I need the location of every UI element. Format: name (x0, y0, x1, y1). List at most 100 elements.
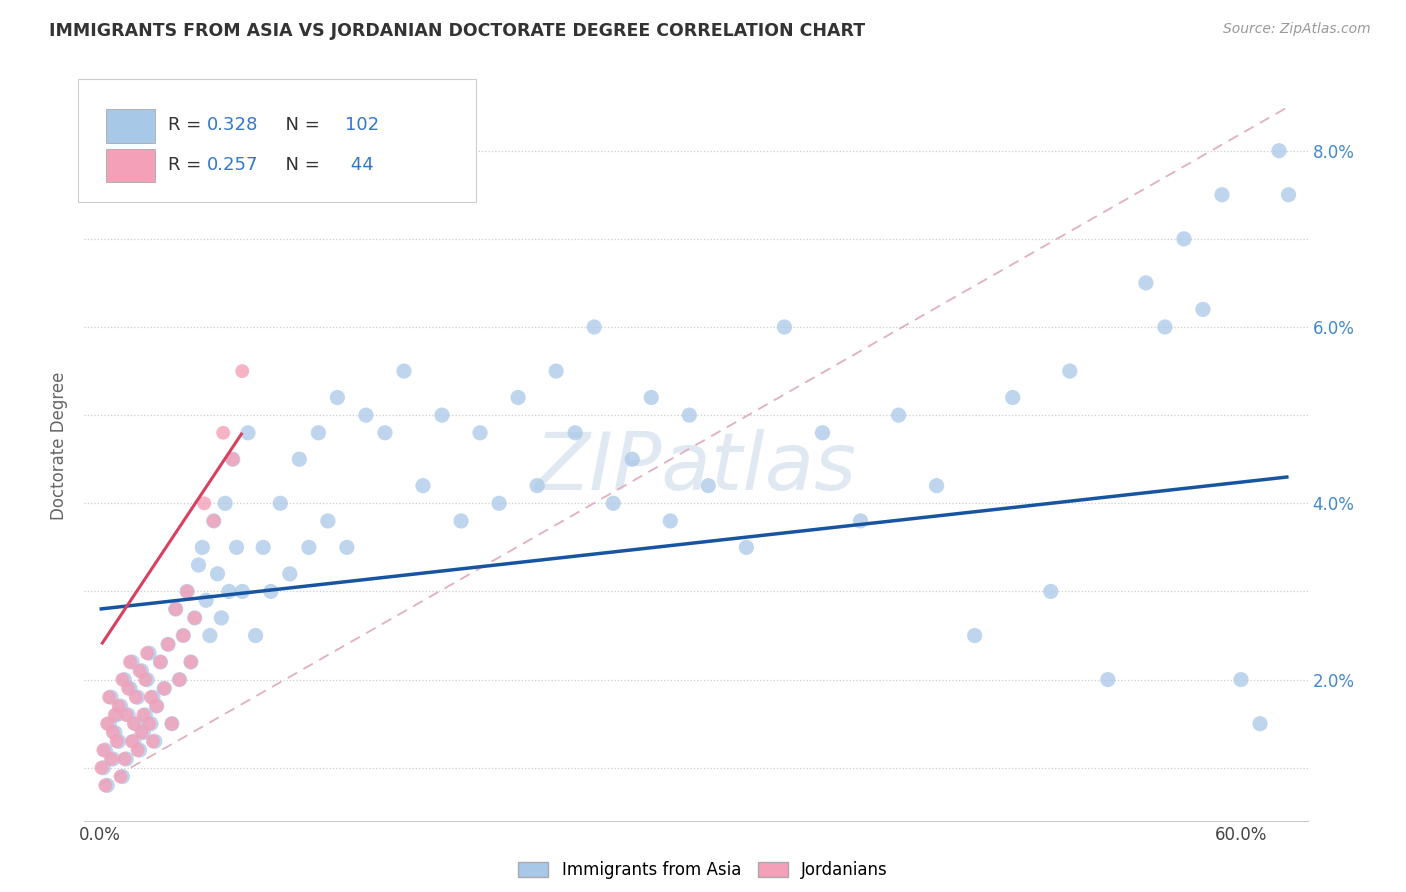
Point (115, 707, 138, 722)
Point (176, 584, 198, 599)
Point (430, 408, 453, 422)
Point (887, 408, 910, 422)
Point (96, 778, 118, 792)
Point (1059, 364, 1081, 378)
Point (180, 655, 202, 669)
Legend: Immigrants from Asia, Jordanians: Immigrants from Asia, Jordanians (519, 861, 887, 880)
Point (1268, 144, 1291, 158)
Point (1230, 673, 1253, 687)
Y-axis label: Doctorate Degree: Doctorate Degree (51, 372, 69, 520)
Point (659, 514, 682, 528)
Point (111, 673, 134, 687)
Point (1001, 391, 1024, 405)
Point (100, 752, 122, 766)
Point (288, 452, 311, 467)
Point (697, 478, 720, 492)
Point (735, 541, 758, 555)
Point (138, 646, 160, 660)
Point (252, 541, 274, 555)
Point (112, 673, 135, 687)
Point (925, 478, 948, 492)
Point (142, 734, 165, 748)
Point (222, 452, 245, 467)
Point (546, 364, 568, 378)
Text: 0.257: 0.257 (207, 156, 259, 174)
Point (127, 690, 149, 705)
Point (132, 707, 155, 722)
Point (849, 514, 872, 528)
Point (142, 690, 165, 705)
Point (94, 743, 117, 757)
Point (139, 690, 162, 705)
Point (121, 734, 143, 748)
Text: N =: N = (274, 116, 325, 135)
Point (125, 716, 148, 731)
Point (278, 566, 301, 581)
Point (488, 496, 510, 510)
Point (165, 602, 187, 616)
Point (412, 478, 434, 492)
Text: 44: 44 (344, 156, 374, 174)
Point (773, 320, 796, 334)
Point (354, 408, 377, 422)
Point (117, 681, 139, 696)
Point (104, 725, 127, 739)
Point (122, 716, 145, 731)
Point (260, 584, 283, 599)
Point (212, 425, 235, 440)
Point (269, 496, 291, 510)
Text: Source: ZipAtlas.com: Source: ZipAtlas.com (1223, 22, 1371, 37)
Point (169, 673, 191, 687)
Point (209, 611, 232, 625)
Point (160, 716, 183, 731)
Point (1277, 187, 1299, 202)
Point (214, 496, 236, 510)
Point (307, 425, 329, 440)
Point (621, 452, 644, 467)
Point (149, 655, 172, 669)
Point (678, 408, 700, 422)
Point (1135, 276, 1157, 290)
Text: R =: R = (167, 116, 207, 135)
Point (134, 673, 156, 687)
Point (468, 425, 491, 440)
Point (169, 673, 191, 687)
Point (392, 364, 415, 378)
Point (132, 725, 155, 739)
Point (207, 566, 229, 581)
Point (153, 681, 176, 696)
Point (564, 425, 586, 440)
Point (157, 637, 180, 651)
Point (374, 425, 396, 440)
Point (101, 752, 124, 766)
Text: N =: N = (274, 156, 325, 174)
Point (506, 391, 529, 405)
Point (160, 716, 183, 731)
Point (100, 690, 122, 705)
Point (202, 514, 225, 528)
Point (98, 716, 121, 731)
Point (93, 761, 115, 775)
FancyBboxPatch shape (107, 149, 155, 182)
Point (157, 637, 180, 651)
Text: IMMIGRANTS FROM ASIA VS JORDANIAN DOCTORATE DEGREE CORRELATION CHART: IMMIGRANTS FROM ASIA VS JORDANIAN DOCTOR… (49, 22, 865, 40)
Point (298, 541, 321, 555)
Point (117, 707, 139, 722)
Point (326, 391, 349, 405)
Point (195, 593, 218, 607)
Point (602, 496, 624, 510)
Point (143, 734, 166, 748)
Point (526, 478, 548, 492)
Point (149, 655, 172, 669)
Point (115, 752, 138, 766)
Point (111, 770, 134, 784)
Point (316, 514, 339, 528)
Point (112, 752, 135, 766)
Point (107, 734, 129, 748)
Text: 102: 102 (344, 116, 380, 135)
Point (180, 655, 202, 669)
Point (128, 743, 150, 757)
Point (127, 743, 149, 757)
Point (145, 699, 167, 714)
Point (110, 770, 132, 784)
